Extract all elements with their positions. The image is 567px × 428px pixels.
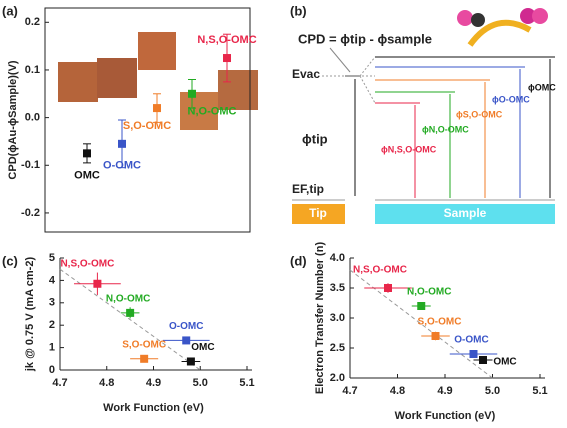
afm-image bbox=[138, 32, 176, 70]
afm-image bbox=[58, 62, 98, 102]
point-label: OMC bbox=[493, 357, 516, 368]
point bbox=[118, 139, 126, 148]
level-label: ϕO-OMC bbox=[492, 94, 530, 104]
phi-tip: ϕtip bbox=[302, 131, 328, 146]
point bbox=[223, 54, 231, 63]
x-tick-label: 5.0 bbox=[485, 385, 500, 397]
panel-label: (a) bbox=[2, 3, 18, 18]
x-tick-label: 5.1 bbox=[239, 377, 254, 389]
y-tick-label: 1 bbox=[49, 342, 55, 354]
y-tick-label: 0.0 bbox=[25, 112, 40, 124]
x-tick-label: 5.0 bbox=[193, 377, 208, 389]
x-tick-label: 5.1 bbox=[532, 385, 547, 397]
point-label: N,S,O-OMC bbox=[60, 258, 114, 269]
bend bbox=[359, 75, 376, 104]
x-tick-label: 4.8 bbox=[390, 385, 405, 397]
point bbox=[186, 357, 195, 366]
y-axis-label: Electron Transfer Number (n) bbox=[314, 242, 326, 395]
pointer bbox=[329, 47, 351, 73]
y-tick-label: 4 bbox=[49, 274, 56, 286]
afm-image bbox=[97, 58, 137, 98]
point bbox=[417, 302, 426, 310]
panel-label: (d) bbox=[290, 253, 307, 268]
y-tick-label: 0.2 bbox=[25, 16, 40, 28]
diagram: (b) CPD = ϕtip - ϕsample Evac ϕtip EF,ti… bbox=[290, 3, 556, 224]
x-tick-label: 4.8 bbox=[99, 377, 114, 389]
y-tick-label: 3.5 bbox=[330, 282, 345, 294]
point bbox=[188, 89, 196, 98]
evac-label: Evac bbox=[292, 67, 320, 81]
curved-arrow bbox=[467, 19, 532, 47]
level-label: ϕS,O-OMC bbox=[456, 109, 503, 119]
afm-image bbox=[218, 70, 258, 110]
point bbox=[93, 279, 102, 288]
point-label: N,O-OMC bbox=[407, 287, 451, 298]
point bbox=[140, 354, 149, 363]
tip-block bbox=[292, 204, 345, 224]
x-tick-label: 4.7 bbox=[342, 385, 357, 397]
ef-label: EF,tip bbox=[292, 182, 324, 196]
point-label: OMC bbox=[74, 169, 100, 181]
y-tick-label: 4.0 bbox=[330, 252, 345, 264]
y-axis-label: CPD(ϕAu-ϕSample)(V) bbox=[7, 60, 19, 179]
atom bbox=[532, 8, 548, 24]
axes-frame bbox=[44, 7, 251, 233]
point-label: S,O-OMC bbox=[122, 339, 166, 350]
atom bbox=[457, 10, 473, 26]
point bbox=[126, 308, 135, 317]
y-tick-label: 0.1 bbox=[25, 64, 40, 76]
point-label: OMC bbox=[191, 342, 214, 353]
sample-label: Sample bbox=[444, 206, 487, 220]
point-label: O-OMC bbox=[454, 335, 488, 346]
point-label: O-OMC bbox=[103, 160, 141, 172]
y-tick-label: 5 bbox=[49, 252, 55, 264]
tip-label: Tip bbox=[309, 206, 327, 220]
x-tick-label: 4.9 bbox=[437, 385, 452, 397]
afm-insets bbox=[58, 32, 258, 130]
point-label: O-OMC bbox=[169, 321, 203, 332]
equation: CPD = ϕtip - ϕsample bbox=[298, 31, 432, 46]
point bbox=[469, 350, 478, 358]
y-axis-label: jk @ 0.75 V (mA cm-2) bbox=[24, 257, 36, 373]
afm-image bbox=[180, 92, 218, 130]
point bbox=[479, 356, 487, 364]
bend bbox=[359, 56, 376, 77]
point bbox=[431, 332, 440, 340]
sample-block bbox=[375, 204, 555, 224]
point-label: S,O-OMC bbox=[418, 317, 462, 328]
y-tick-label: 2.5 bbox=[330, 342, 345, 354]
atom bbox=[471, 13, 485, 27]
point-label: N,S,O-OMC bbox=[353, 265, 407, 276]
x-tick-label: 4.7 bbox=[52, 377, 67, 389]
y-tick-label: 3.0 bbox=[330, 312, 345, 324]
point bbox=[153, 104, 161, 113]
x-axis-label: Work Function (eV) bbox=[395, 410, 496, 422]
point-label: S,O-OMC bbox=[123, 120, 171, 132]
point bbox=[83, 149, 91, 158]
y-tick-label: 2 bbox=[49, 319, 55, 331]
level-label: ϕOMC bbox=[528, 82, 556, 92]
panel-label: (c) bbox=[2, 253, 18, 268]
x-axis-label: Work Function (eV) bbox=[103, 402, 204, 414]
y-tick-label: 2.0 bbox=[330, 372, 345, 384]
fit-line bbox=[59, 268, 201, 371]
point-label: N,O-OMC bbox=[188, 106, 237, 118]
point-label: N,S,O-OMC bbox=[197, 34, 256, 46]
y-tick-label: -0.2 bbox=[21, 207, 40, 219]
y-tick-label: 0 bbox=[49, 364, 55, 376]
panel-label: (b) bbox=[290, 3, 307, 18]
point-label: N,O-OMC bbox=[106, 294, 150, 305]
atom bbox=[520, 8, 536, 24]
point bbox=[182, 336, 191, 345]
y-tick-label: -0.1 bbox=[21, 159, 40, 171]
x-tick-label: 4.9 bbox=[146, 377, 161, 389]
y-tick-label: 3 bbox=[49, 297, 55, 309]
level-label: ϕN,S,O-OMC bbox=[381, 144, 437, 154]
point bbox=[384, 284, 392, 292]
level-label: ϕN,O-OMC bbox=[422, 124, 469, 134]
